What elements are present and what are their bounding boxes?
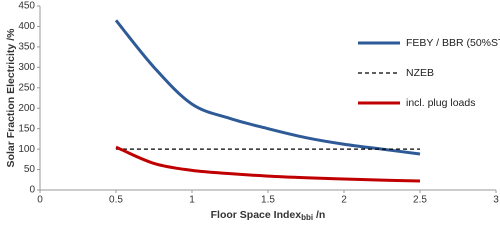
x-axis-label-sub: bbi [301,213,313,222]
y-tick-label: 200 [18,103,35,114]
y-tick-label: 250 [18,82,35,93]
series-line [115,145,421,183]
x-tick-label: 0.5 [109,195,123,206]
series-line [114,19,421,156]
legend-label: FEBY / BBR (50%ST) [406,37,500,49]
y-tick-label: 300 [18,62,35,73]
x-tick-label: 1 [189,195,195,206]
x-tick-label: 2.5 [413,195,427,206]
y-tick-label: 0 [29,185,35,196]
y-tick-label: 350 [18,42,35,53]
x-tick-label: 2 [341,195,347,206]
x-tick-label: 3 [493,195,499,206]
y-axis-label: Solar Fraction Electricity /% [5,28,17,168]
y-tick-label: 50 [24,164,36,175]
x-tick-label: 1.5 [261,195,275,206]
legend-label: NZEB [406,67,434,79]
y-tick-label: 450 [18,1,35,12]
legend-label: incl. plug loads [406,97,475,109]
x-axis-label: Floor Space Indexbbi /n [211,209,326,222]
x-axis-label-suffix: /n [313,209,325,221]
y-tick-label: 150 [18,123,35,134]
x-axis-label-main: Floor Space Index [211,209,302,221]
y-tick-label: 400 [18,21,35,32]
y-tick-label: 100 [18,144,35,155]
x-tick-label: 0 [37,195,43,206]
chart: Solar Fraction Electricity /% Floor Spac… [5,1,500,222]
